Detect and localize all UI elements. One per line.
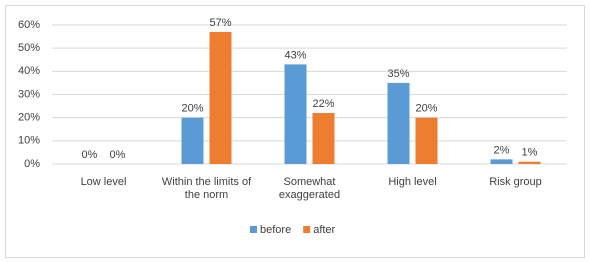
bar (490, 159, 513, 164)
data-label: 20% (181, 103, 203, 115)
x-tick-label: Somewhat exaggerated (278, 176, 341, 201)
bar (415, 117, 438, 164)
y-tick-label: 0% (24, 158, 40, 170)
legend-swatch (303, 226, 311, 233)
bar (209, 31, 232, 165)
legend-label: before (260, 224, 291, 236)
data-label: 2% (494, 144, 510, 156)
bar (284, 64, 307, 164)
bar (181, 117, 204, 164)
x-tick-label: Low level (80, 176, 127, 188)
y-tick-label: 50% (18, 42, 40, 54)
y-tick-label: 40% (18, 65, 40, 77)
bar (518, 161, 541, 164)
data-label: 1% (522, 147, 538, 159)
y-tick-label: 10% (18, 135, 40, 147)
data-label: 22% (312, 98, 334, 110)
x-tick-label: High level (388, 176, 437, 188)
data-label: 20% (415, 103, 437, 115)
data-label: 57% (209, 17, 231, 29)
bar (312, 113, 335, 164)
chart-border (5, 5, 585, 258)
x-tick-label: Risk group (489, 176, 542, 188)
y-tick-label: 30% (18, 88, 40, 100)
y-tick-label: 20% (18, 112, 40, 124)
bar (387, 82, 410, 164)
data-label: 0% (82, 149, 98, 161)
data-label: 0% (110, 149, 126, 161)
legend-swatch (250, 226, 257, 233)
legend-label: after (313, 224, 335, 236)
y-tick-label: 60% (18, 19, 40, 31)
x-tick-label: Within the limits of the norm (161, 176, 252, 201)
data-label: 35% (387, 68, 409, 80)
data-label: 43% (284, 49, 306, 61)
